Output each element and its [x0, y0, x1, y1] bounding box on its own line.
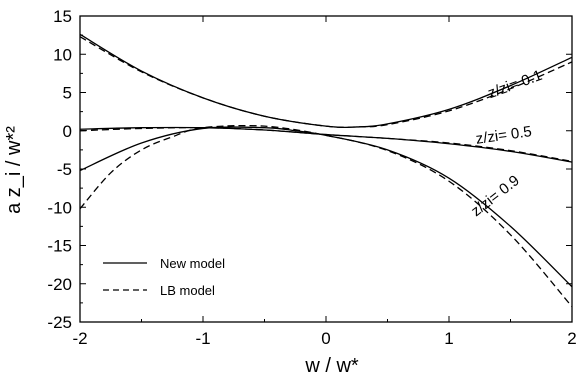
series-layer: [79, 33, 573, 308]
plot-frame: [79, 15, 573, 323]
legend-label-new-model: New model: [160, 256, 225, 271]
series-line-z09-new-model: [79, 126, 573, 288]
series-line-z01-lb-model: [79, 36, 573, 128]
y-tick-label: 15: [53, 7, 72, 26]
y-tick-label: 0: [63, 122, 72, 141]
x-tick-label: 1: [444, 329, 453, 348]
curve-label: z/zi= 0.1: [486, 67, 545, 102]
legend: New model LB model: [103, 256, 225, 298]
y-tick-label: 10: [53, 45, 72, 64]
x-tick-label: 0: [321, 329, 330, 348]
x-tick-label: -1: [195, 329, 210, 348]
series-line-z09-lb-model: [79, 124, 573, 308]
x-tick-label: -2: [72, 329, 87, 348]
series-line-z05-lb-model: [79, 126, 573, 162]
x-axis-title: w / w*: [304, 355, 359, 376]
y-tick-label: -15: [47, 237, 72, 256]
y-tick-label: -10: [47, 198, 72, 217]
x-tick-label: 2: [567, 329, 576, 348]
labels-layer: z/zi= 0.1z/zi= 0.5z/zi= 0.9: [468, 67, 544, 220]
y-tick-label: -5: [57, 160, 72, 179]
y-tick-label: -20: [47, 275, 72, 294]
y-tick-label: 5: [63, 84, 72, 103]
y-axis-title: a z_i / w*²: [3, 126, 25, 214]
legend-label-lb-model: LB model: [160, 283, 215, 298]
y-tick-label: -25: [47, 313, 72, 332]
curve-label: z/zi= 0.5: [475, 123, 533, 148]
